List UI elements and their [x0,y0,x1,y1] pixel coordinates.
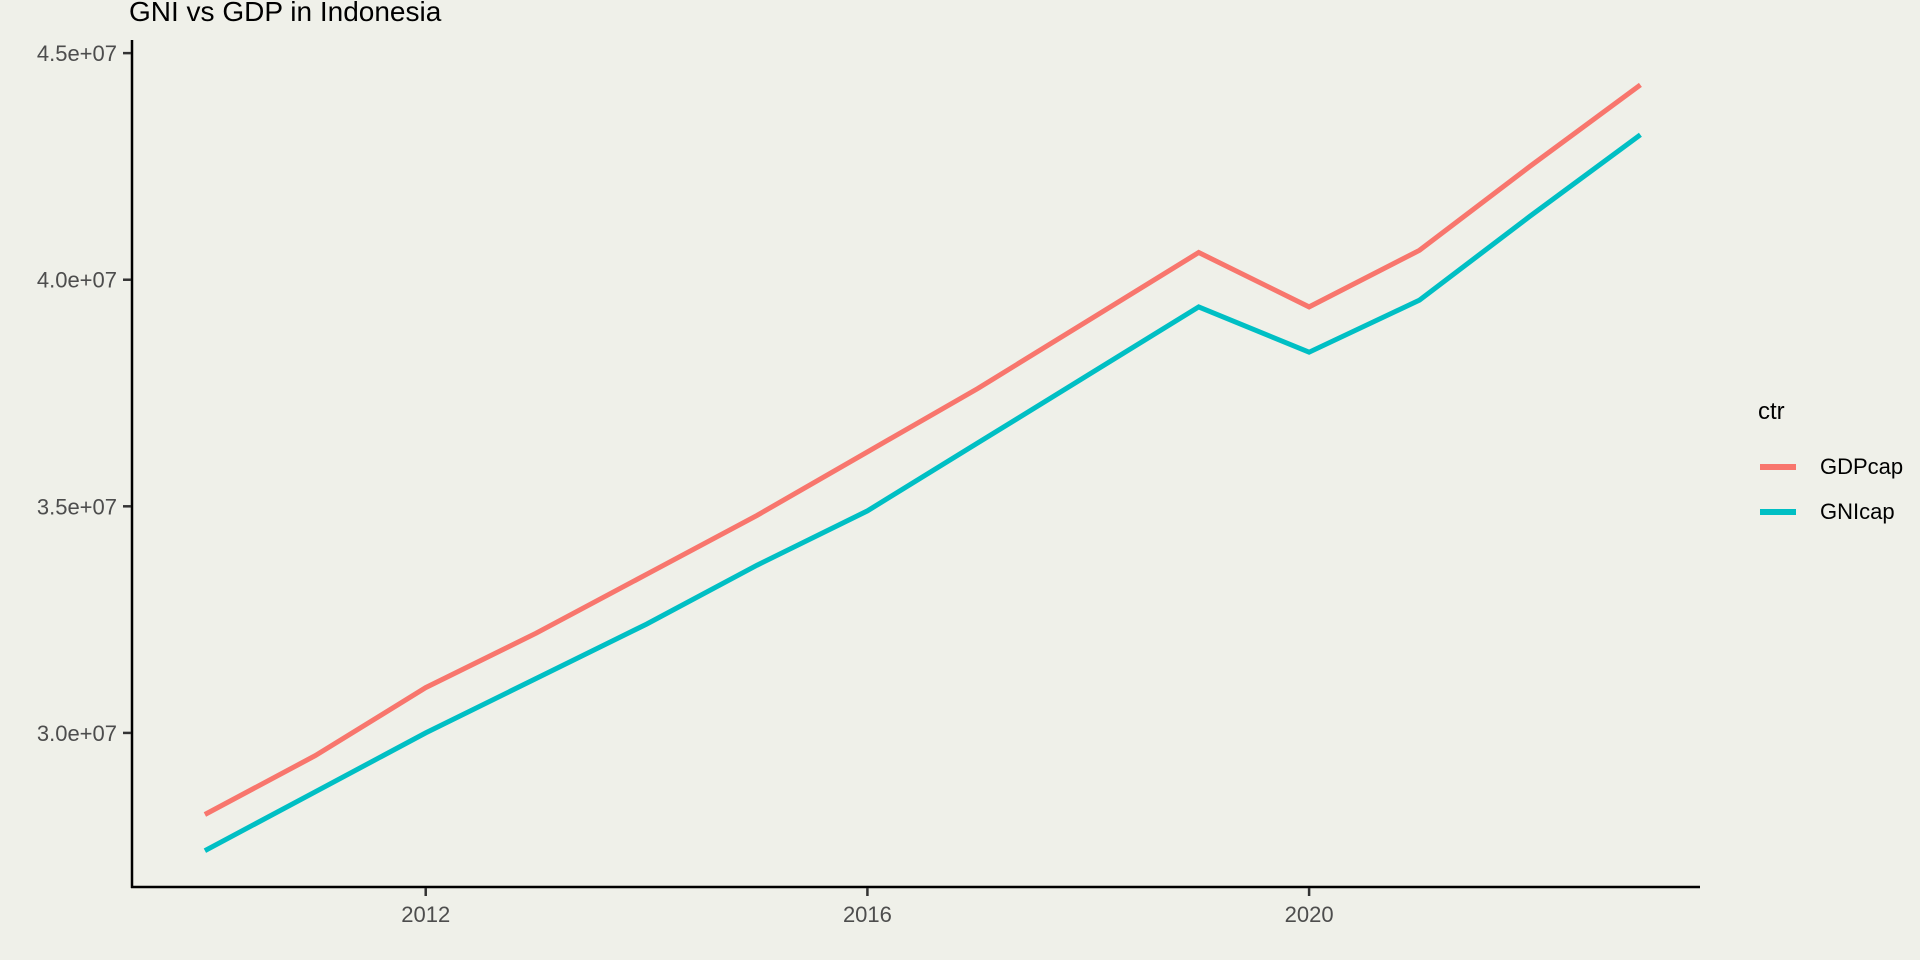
y-tick-label: 3.5e+07 [37,494,117,519]
series-line-gdpcap [203,82,1642,817]
x-tick-label: 2012 [401,902,450,927]
chart-title: GNI vs GDP in Indonesia [129,0,442,27]
x-tick-label: 2020 [1285,902,1334,927]
legend-key-gnicap [1760,509,1796,515]
y-tick-label: 4.0e+07 [37,268,117,293]
x-tick-label: 2016 [843,902,892,927]
series-line-gnicap [203,132,1642,853]
legend-entry-gdpcap: GDPcap [1760,454,1903,480]
legend-label-gdpcap: GDPcap [1820,454,1904,479]
legend-entry-gnicap: GNIcap [1760,499,1895,525]
legend-label-gnicap: GNIcap [1820,499,1895,524]
y-tick-label: 3.0e+07 [37,721,117,746]
legend-key-gdpcap [1760,464,1796,470]
y-tick-label: 4.5e+07 [37,41,117,66]
legend-title: ctr [1758,398,1785,425]
